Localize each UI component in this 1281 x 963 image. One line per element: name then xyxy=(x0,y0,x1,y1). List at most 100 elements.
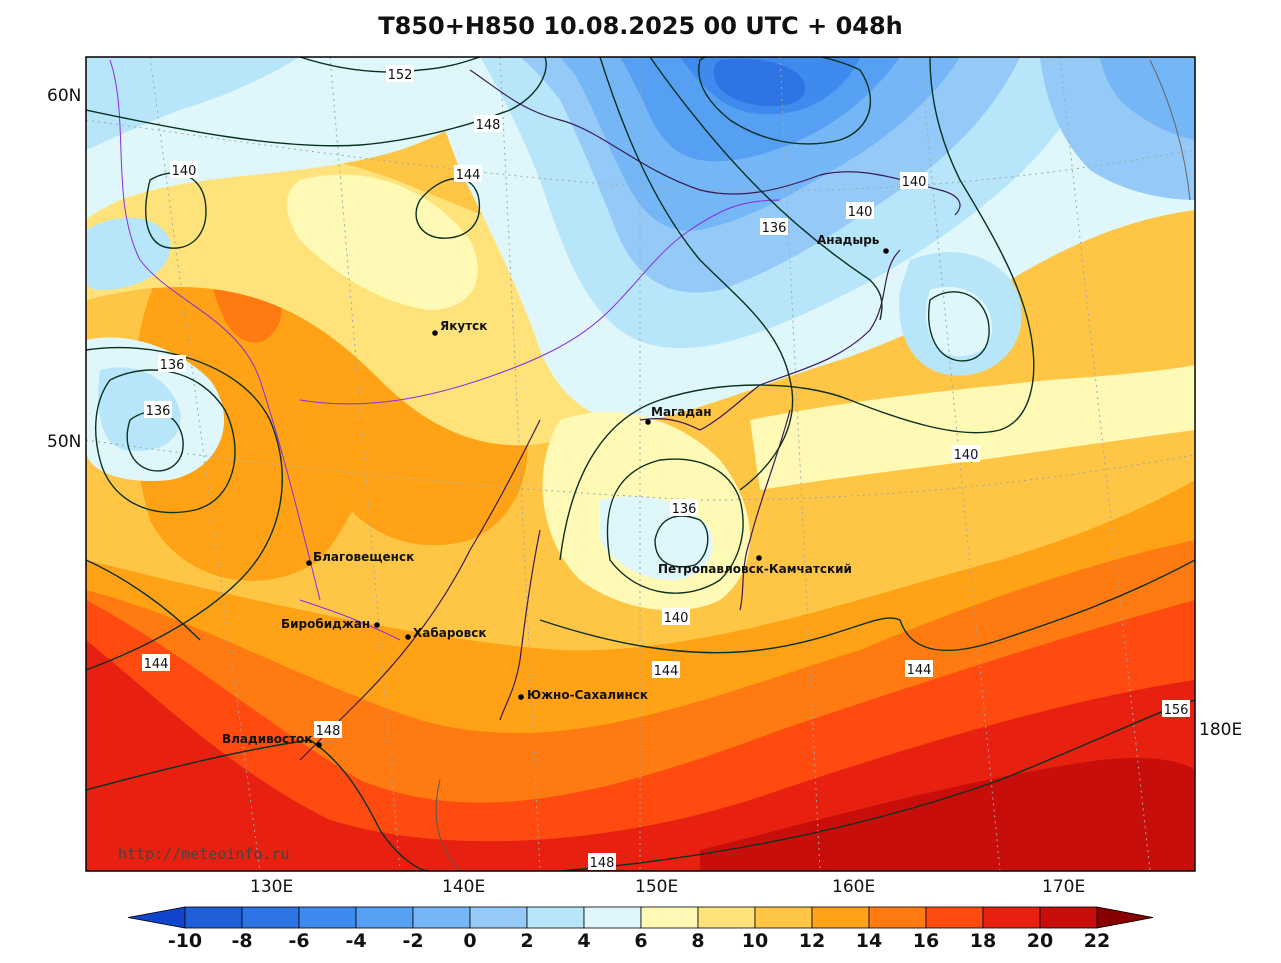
colorbar-high-arrow xyxy=(1096,906,1154,929)
map-title: T850+H850 10.08.2025 00 UTC + 048h xyxy=(378,12,903,40)
colorbar-segment xyxy=(526,906,585,929)
city-label: Якутск xyxy=(440,319,487,333)
colorbar-segment xyxy=(184,906,243,929)
colorbar-segment xyxy=(583,906,642,929)
contour-label-bg xyxy=(900,172,928,189)
colorbar-tick-label: 16 xyxy=(912,930,940,952)
city-dot xyxy=(883,248,889,254)
graticule xyxy=(86,57,1195,871)
contour-label: 136 xyxy=(160,358,185,373)
colorbar-tick-label: 18 xyxy=(969,930,997,952)
city-label: Магадан xyxy=(651,405,712,419)
lon-label-150e: 150E xyxy=(635,877,679,897)
colorbar-tick-label: 0 xyxy=(463,930,477,952)
colorbar-tick-label: -4 xyxy=(345,930,367,952)
lon-label-180e: 180E xyxy=(1199,720,1243,740)
contour-label: 144 xyxy=(654,664,679,679)
colorbar-tick-label: 6 xyxy=(634,930,648,952)
city-dot xyxy=(432,330,438,336)
contour-label-bg xyxy=(846,202,874,219)
contour-label-bg xyxy=(760,218,788,235)
colorbar-tick-label: 14 xyxy=(855,930,883,952)
contour-label: 152 xyxy=(388,68,413,83)
colorbar xyxy=(127,906,1154,929)
contour-label-bg xyxy=(652,661,680,678)
colorbar-low-arrow xyxy=(127,906,186,929)
city-markers: Якутск Магадан Анадырь Благовещенск Биробидж… xyxy=(222,233,889,748)
contour-label-bg xyxy=(386,65,414,82)
colorbar-tick-label: 20 xyxy=(1026,930,1054,952)
contour-label-bg xyxy=(670,499,698,516)
map-frame xyxy=(85,56,1196,872)
coastlines xyxy=(109,59,1191,871)
contour-label: 144 xyxy=(456,168,481,183)
colorbar-segment xyxy=(982,906,1041,929)
colorbar-segment xyxy=(241,906,300,929)
colorbar-segment xyxy=(1039,906,1098,929)
lat-label-60n: 60N xyxy=(47,86,82,106)
colorbar-segment xyxy=(868,906,927,929)
contour-label: 148 xyxy=(590,856,615,871)
contour-label: 148 xyxy=(316,724,341,739)
colorbar-tick-label: 4 xyxy=(577,930,591,952)
contour-label: 136 xyxy=(146,404,171,419)
contour-label-bg xyxy=(588,853,616,870)
colorbar-segment xyxy=(754,906,813,929)
contour-label-bg xyxy=(158,355,186,372)
colorbar-tick-label: -2 xyxy=(402,930,424,952)
city-dot xyxy=(645,419,651,425)
contour-label: 148 xyxy=(476,118,501,133)
contour-label-bg xyxy=(170,161,198,178)
lon-label-130e: 130E xyxy=(250,877,294,897)
contour-labels: 152 148 140 144 136 136 140 140 136 140 136 140 144 1… xyxy=(142,65,1190,871)
contour-label-bg xyxy=(142,654,170,671)
colorbar-tick-label: 2 xyxy=(520,930,534,952)
colorbar-segment xyxy=(811,906,870,929)
height-contours xyxy=(86,57,1195,871)
colorbar-segment xyxy=(640,906,699,929)
city-label: Хабаровск xyxy=(413,626,487,640)
contour-label: 140 xyxy=(954,448,979,463)
city-dot xyxy=(316,742,322,748)
colorbar-tick-label: 22 xyxy=(1083,930,1111,952)
colorbar-tick-label: 10 xyxy=(741,930,769,952)
city-label: Биробиджан xyxy=(281,617,370,631)
contour-label-bg xyxy=(905,660,933,677)
colorbar-tick-label: 8 xyxy=(691,930,705,952)
contour-label: 144 xyxy=(907,663,932,678)
lon-label-160e: 160E xyxy=(832,877,876,897)
city-label: Петропавловск-Камчатский xyxy=(658,562,852,576)
contour-label: 136 xyxy=(762,221,787,236)
contour-label-bg xyxy=(1162,700,1190,717)
colorbar-segment xyxy=(697,906,756,929)
city-label: Анадырь xyxy=(817,233,880,247)
city-label: Благовещенск xyxy=(313,550,414,564)
city-dot xyxy=(518,694,524,700)
contour-label-bg xyxy=(952,445,980,462)
contour-label-bg xyxy=(454,165,482,182)
contour-label: 136 xyxy=(672,502,697,517)
contour-label: 140 xyxy=(848,205,873,220)
contour-label: 156 xyxy=(1164,703,1189,718)
lon-label-140e: 140E xyxy=(442,877,486,897)
colorbar-tick-label: -10 xyxy=(167,930,203,952)
colorbar-tick-label: -6 xyxy=(288,930,310,952)
contour-label: 140 xyxy=(902,175,927,190)
contour-label-bg xyxy=(314,721,342,738)
city-dot xyxy=(405,634,411,640)
contour-label: 144 xyxy=(144,657,169,672)
contour-label: 140 xyxy=(664,611,689,626)
city-dot xyxy=(306,560,312,566)
city-dot xyxy=(374,622,380,628)
city-label: Южно-Сахалинск xyxy=(527,688,648,702)
contour-label-bg xyxy=(144,401,172,418)
contour-label: 140 xyxy=(172,164,197,179)
temperature-field xyxy=(86,57,1195,871)
colorbar-segment xyxy=(298,906,357,929)
lon-label-170e: 170E xyxy=(1042,877,1086,897)
city-dot xyxy=(756,555,762,561)
colorbar-tick-label: -8 xyxy=(231,930,253,952)
colorbar-segment xyxy=(355,906,414,929)
colorbar-tick-label: 12 xyxy=(798,930,826,952)
contour-label-bg xyxy=(662,608,690,625)
